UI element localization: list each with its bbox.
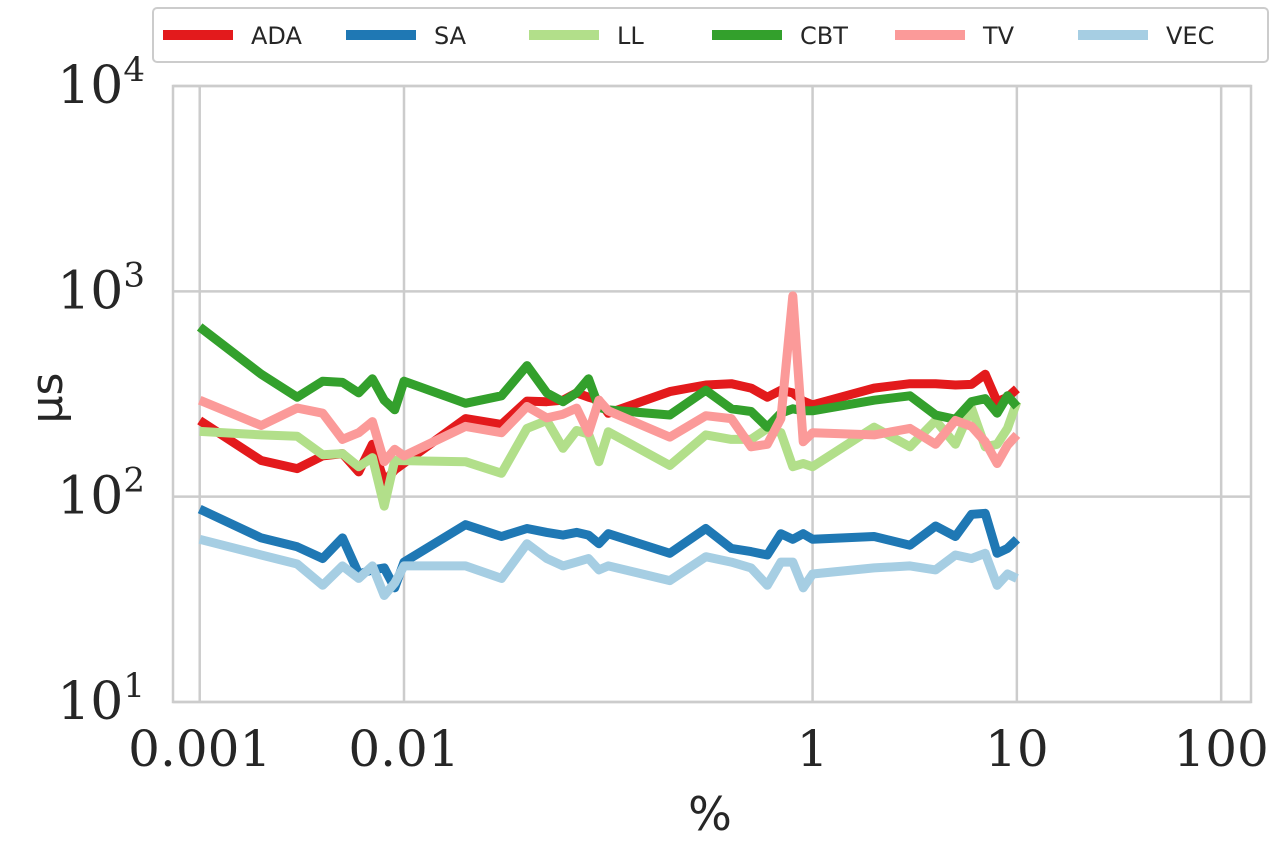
- y-tick-base: 10: [57, 56, 123, 116]
- y-tick-exponent: 1: [123, 666, 145, 706]
- legend-label-vec: VEC: [1166, 22, 1214, 50]
- y-tick-exponent: 4: [123, 50, 145, 90]
- x-tick-labels: 0.001 0.01 1 10 100: [128, 720, 1269, 778]
- x-axis-label: %: [688, 787, 732, 841]
- y-tick-label: 102: [57, 461, 145, 527]
- y-tick-exponent: 2: [123, 461, 145, 501]
- legend-frame: [152, 7, 1269, 63]
- legend: ADA SA LL CBT TV VEC: [152, 7, 1269, 63]
- x-tick-label: 0.001: [128, 720, 271, 778]
- y-tick-label: 103: [57, 255, 145, 321]
- y-tick-base: 10: [57, 261, 123, 321]
- series-line-sa: [197, 505, 1021, 593]
- y-axis-label: µs: [22, 373, 73, 424]
- y-tick-label: 101: [57, 666, 145, 732]
- x-tick-label: 10: [985, 720, 1049, 778]
- y-tick-base: 10: [57, 672, 123, 732]
- y-tick-exponent: 3: [123, 255, 145, 295]
- legend-label-ll: LL: [617, 22, 644, 50]
- y-tick-label: 104: [57, 50, 145, 116]
- legend-label-ada: ADA: [251, 22, 302, 50]
- series-lines: [196, 291, 1022, 600]
- x-tick-label: 0.01: [348, 720, 459, 778]
- plot-frame: [171, 84, 1253, 704]
- series-line-vec: [198, 534, 1019, 600]
- y-tick-base: 10: [57, 467, 123, 527]
- x-tick-label: 1: [797, 720, 829, 778]
- legend-label-tv: TV: [982, 22, 1015, 50]
- x-tick-label: 100: [1173, 720, 1268, 778]
- series-line-ll: [199, 400, 1022, 511]
- series-line-ada: [197, 369, 1020, 487]
- legend-label-sa: SA: [434, 22, 467, 50]
- legend-label-cbt: CBT: [800, 22, 848, 50]
- series-line-tv: [197, 291, 1021, 468]
